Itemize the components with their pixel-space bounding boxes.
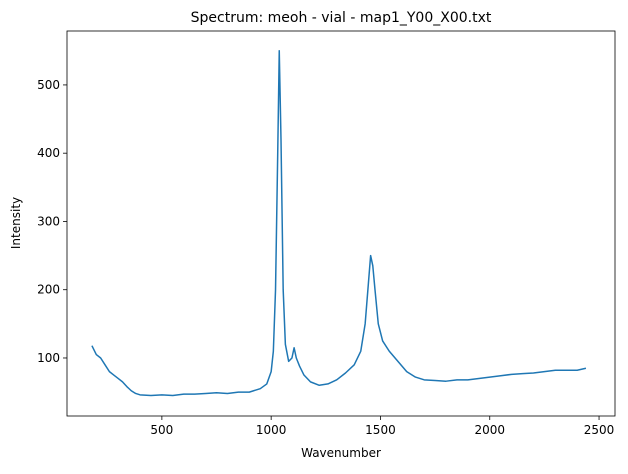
x-tick-label: 1000 bbox=[256, 423, 287, 437]
x-tick-label: 2000 bbox=[474, 423, 505, 437]
x-tick-label: 2500 bbox=[584, 423, 615, 437]
y-tick-label: 500 bbox=[37, 78, 60, 92]
x-tick-label: 500 bbox=[150, 423, 173, 437]
y-tick-label: 400 bbox=[37, 146, 60, 160]
x-axis-label: Wavenumber bbox=[301, 446, 381, 460]
y-axis-label: Intensity bbox=[9, 197, 23, 249]
data-line bbox=[91, 50, 587, 397]
plot-frame bbox=[66, 30, 616, 417]
y-tick-label: 200 bbox=[37, 283, 60, 297]
y-tick-label: 100 bbox=[37, 351, 60, 365]
y-tick-label: 300 bbox=[37, 214, 60, 228]
x-tick-label: 1500 bbox=[365, 423, 396, 437]
chart-title: Spectrum: meoh - vial - map1_Y00_X00.txt bbox=[191, 10, 492, 26]
